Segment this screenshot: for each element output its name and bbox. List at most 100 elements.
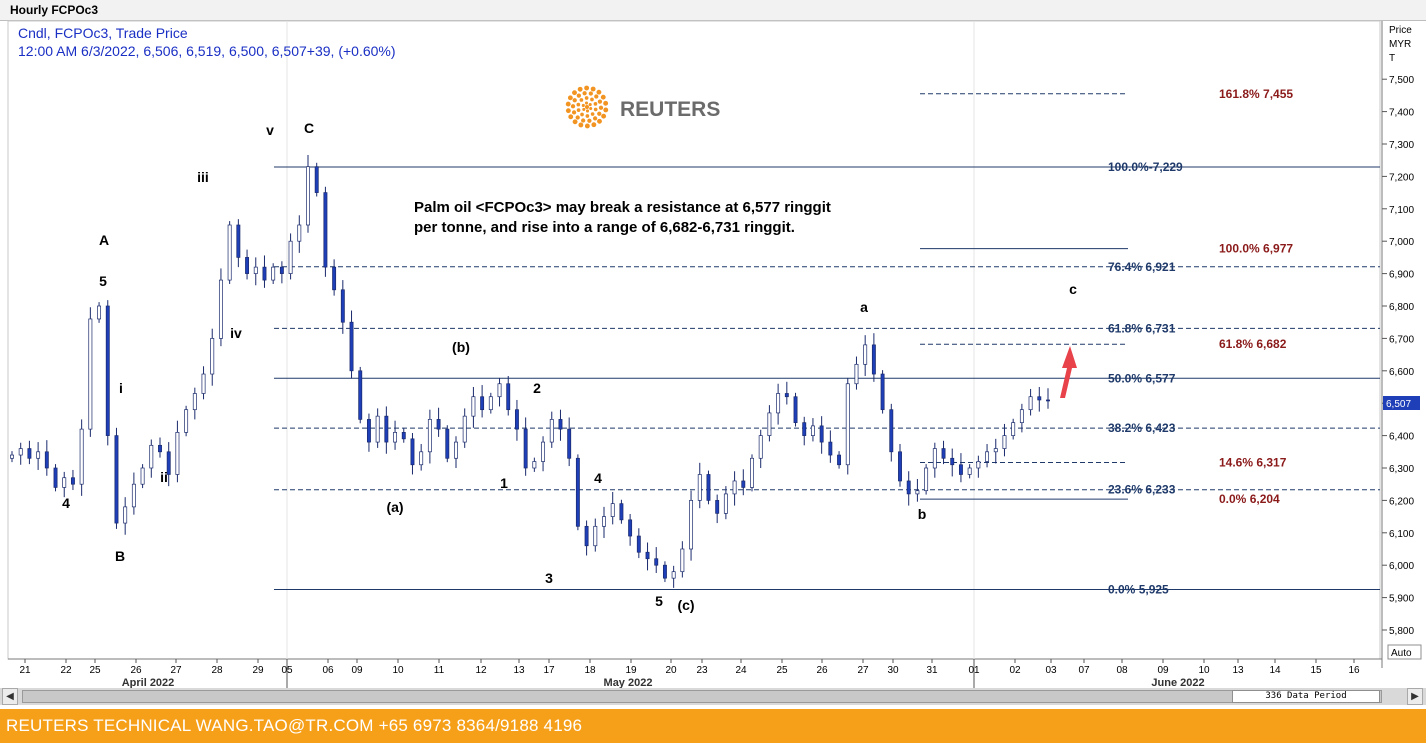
logo-dot — [593, 107, 598, 112]
last-price-marker — [1383, 396, 1420, 410]
candle-body — [845, 383, 850, 466]
candle-body — [131, 483, 136, 508]
candle-body — [201, 373, 206, 394]
logo-dot — [567, 95, 573, 101]
candle-body — [523, 428, 528, 469]
y-tick-label: 6,000 — [1389, 561, 1414, 572]
auto-scale-button[interactable] — [1387, 644, 1422, 660]
candle-body — [871, 344, 876, 375]
window-title: Hourly FCPOc3 — [10, 3, 99, 17]
candle-body — [671, 571, 676, 579]
scroll-left-icon[interactable]: ◀ — [2, 688, 18, 705]
x-tick-label: 08 — [1116, 665, 1128, 676]
logo-dot — [570, 104, 576, 109]
scroll-thumb[interactable] — [22, 690, 1382, 703]
fib-retracement-label: 50.0% 6,577 — [1108, 371, 1176, 385]
scroll-right-icon[interactable]: ▶ — [1407, 688, 1423, 705]
logo-dot — [577, 86, 583, 92]
x-tick-label: 19 — [625, 665, 637, 676]
y-tick-label: 5,800 — [1389, 626, 1414, 637]
month-label: June 2022 — [1151, 677, 1204, 688]
logo-dot — [582, 107, 586, 111]
wave-label: C — [304, 120, 314, 136]
candle-body — [1037, 396, 1042, 401]
x-tick-label: 14 — [1269, 665, 1281, 676]
logo-dot — [596, 89, 602, 95]
y-tick-label: 6,100 — [1389, 529, 1414, 540]
candle-body — [401, 432, 406, 440]
candle-body — [750, 457, 754, 488]
wave-label: iii — [197, 169, 209, 185]
logo-dot — [588, 91, 593, 96]
x-tick-label: 02 — [1009, 665, 1021, 676]
x-tick-label: 23 — [696, 665, 708, 676]
fib-projection-value: 6,682 — [1256, 337, 1286, 351]
candle-body — [584, 525, 589, 547]
fib-projection-percent: 61.8% — [1219, 337, 1253, 351]
x-tick-label: 09 — [351, 665, 363, 676]
logo-dot — [579, 98, 584, 102]
y-tick-label: 6,200 — [1389, 496, 1414, 507]
horizontal-scrollbar[interactable]: ◀ 336 Data Period ▶ — [0, 688, 1426, 705]
logo-dot — [578, 122, 584, 128]
logo-dot — [603, 107, 609, 113]
logo-dot — [587, 118, 592, 123]
x-tick-label: 09 — [1157, 665, 1169, 676]
logo-dot — [565, 101, 571, 107]
candle-body — [297, 224, 302, 242]
fib-retracement-label: 0.0% 5,925 — [1108, 583, 1169, 597]
candle-body — [166, 451, 171, 475]
logo-dot — [592, 116, 598, 121]
fib-retracement-value: 6,233 — [1145, 483, 1175, 497]
wave-label: 3 — [545, 570, 553, 586]
candle-body — [784, 393, 789, 398]
candle-body — [175, 432, 180, 475]
logo-dot — [581, 118, 586, 123]
logo-dot — [600, 94, 606, 100]
logo-dot — [594, 94, 599, 99]
up-arrow-icon — [1060, 346, 1077, 398]
candle-body — [445, 428, 450, 459]
candle-body — [471, 396, 476, 417]
window-title-bar: Hourly FCPOc3 — [0, 0, 1426, 21]
candle-body — [332, 266, 337, 291]
y-tick-label: 7,400 — [1389, 108, 1414, 119]
candle-body — [723, 493, 728, 514]
candle-body — [654, 558, 659, 566]
fib-retracement-label: 100.0%-7,229 — [1108, 160, 1183, 174]
candle-body — [410, 438, 415, 466]
wave-label: (c) — [677, 597, 694, 613]
candle-body — [349, 321, 354, 372]
x-tick-label: 25 — [776, 665, 788, 676]
candle-body — [636, 535, 641, 553]
candle-body — [140, 467, 145, 485]
candle-body — [854, 363, 859, 385]
logo-dot — [572, 90, 577, 96]
x-tick-label: 13 — [1232, 665, 1244, 676]
candle-body — [366, 419, 371, 443]
candle-body — [419, 451, 424, 466]
month-label: May 2022 — [604, 677, 653, 688]
candle-body — [79, 428, 84, 485]
fib-retracement-percent: 50.0% — [1108, 371, 1142, 385]
candle-body — [619, 503, 624, 521]
candle-body — [880, 373, 885, 411]
x-tick-label: 07 — [1078, 665, 1090, 676]
candle-body — [462, 415, 467, 443]
candle-body — [36, 451, 41, 459]
candle-body — [210, 338, 215, 375]
y-tick-label: 6,900 — [1389, 270, 1414, 281]
wave-label: iv — [230, 325, 242, 341]
candle-body — [863, 344, 868, 365]
candle-body — [610, 503, 615, 517]
x-tick-label: 30 — [887, 665, 899, 676]
candle-body — [253, 266, 258, 274]
wave-label: B — [115, 548, 125, 564]
x-tick-label: 25 — [89, 665, 101, 676]
candle-body — [44, 451, 49, 469]
x-tick-label: 21 — [19, 665, 31, 676]
wave-label: i — [119, 380, 123, 396]
logo-dot — [585, 114, 590, 118]
candle-body — [427, 419, 432, 453]
